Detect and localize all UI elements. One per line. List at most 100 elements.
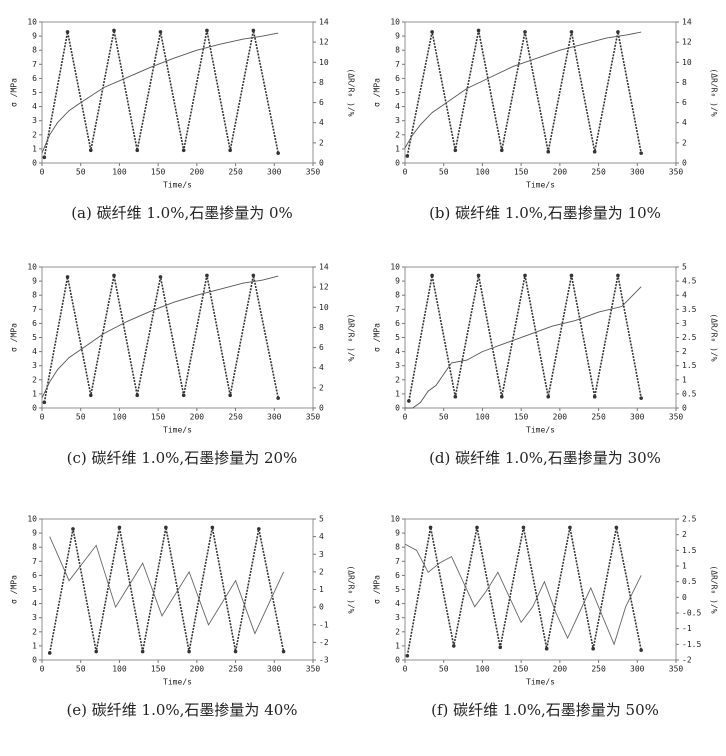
y2-tick-label: 2 xyxy=(319,138,324,147)
y2-tick-label: -0.5 xyxy=(682,609,701,618)
y2-tick-label: 3 xyxy=(682,319,687,328)
x-tick-label: 200 xyxy=(190,665,205,674)
y2-tick-label: 2 xyxy=(682,347,687,356)
y-tick-label: 5 xyxy=(395,88,400,97)
y-tick-label: 3 xyxy=(395,613,400,622)
data-point xyxy=(117,525,122,530)
data-point xyxy=(140,649,145,654)
y-tick-label: 4 xyxy=(395,102,400,111)
data-point xyxy=(453,394,458,399)
y-tick-label: 6 xyxy=(32,74,37,83)
x-tick-label: 0 xyxy=(403,665,408,674)
series-line xyxy=(404,31,642,149)
y-tick-label: 2 xyxy=(395,130,400,139)
y2-tick-label: 10 xyxy=(682,58,692,67)
data-point xyxy=(276,151,280,155)
data-point xyxy=(187,649,191,654)
series-line xyxy=(49,536,285,635)
x-tick-label: 200 xyxy=(553,168,568,177)
x-tick-label: 200 xyxy=(553,413,568,422)
y-tick-label: 7 xyxy=(395,557,400,566)
y2-tick-label: 2 xyxy=(319,567,324,576)
data-point xyxy=(135,393,140,398)
data-point xyxy=(88,148,93,153)
x-tick-label: 100 xyxy=(475,168,490,177)
data-point xyxy=(614,525,619,530)
y2-tick-label: 3.5 xyxy=(682,305,697,314)
y-tick-label: 6 xyxy=(395,319,400,328)
series-line xyxy=(43,30,279,158)
y2-tick-label: 8 xyxy=(682,78,687,87)
series-line xyxy=(405,286,642,409)
data-point xyxy=(453,148,458,153)
x-tick-label: 300 xyxy=(630,168,645,177)
x-tick-label: 300 xyxy=(267,665,282,674)
data-point xyxy=(569,273,574,278)
x-tick-label: 250 xyxy=(591,168,606,177)
plot-frame xyxy=(41,21,314,164)
y2-tick-label: 0.5 xyxy=(682,389,697,398)
x-axis-label: Time/s xyxy=(163,181,192,190)
data-point xyxy=(228,148,232,153)
data-point xyxy=(112,273,116,278)
x-tick-label: 100 xyxy=(112,168,127,177)
data-point xyxy=(94,649,98,654)
y-tick-label: 8 xyxy=(395,46,400,55)
x-axis-label: Time/s xyxy=(163,426,192,435)
y-tick-label: 4 xyxy=(32,102,37,111)
y2-tick-label: 4 xyxy=(319,118,324,127)
y2-axis-label: (ΔR/R₀ )/% xyxy=(347,313,356,361)
data-point xyxy=(158,275,163,279)
y2-tick-label: 0 xyxy=(319,159,324,168)
y-tick-label: 0 xyxy=(32,404,37,413)
y2-tick-label: -3 xyxy=(319,656,329,665)
y-tick-label: 1 xyxy=(395,389,400,398)
series-line xyxy=(41,32,279,154)
x-tick-label: 100 xyxy=(475,413,490,422)
y-tick-label: 1 xyxy=(32,389,37,398)
y-tick-label: 9 xyxy=(32,277,37,286)
series-line xyxy=(43,275,279,403)
y-tick-label: 2 xyxy=(32,130,37,139)
data-point xyxy=(639,648,643,652)
x-tick-label: 0 xyxy=(403,413,408,422)
data-point xyxy=(546,394,551,399)
x-tick-label: 250 xyxy=(591,665,606,674)
x-tick-label: 250 xyxy=(228,413,243,422)
y2-tick-label: 1 xyxy=(319,585,324,594)
y-tick-label: 7 xyxy=(395,60,400,69)
data-point xyxy=(430,30,434,34)
x-tick-label: 50 xyxy=(439,168,449,177)
y-tick-label: 0 xyxy=(395,656,400,665)
data-point xyxy=(251,273,256,278)
y2-tick-label: 1.5 xyxy=(682,361,697,370)
y-tick-label: 6 xyxy=(395,74,400,83)
series-line xyxy=(406,30,642,157)
series-line xyxy=(408,275,642,402)
y2-axis-label: (ΔR/R₀ )/% xyxy=(710,313,719,361)
y2-tick-label: 6 xyxy=(682,98,687,107)
y-tick-label: 1 xyxy=(32,641,37,650)
plot-frame xyxy=(404,266,677,409)
x-tick-label: 250 xyxy=(228,665,243,674)
y-tick-label: 0 xyxy=(395,404,400,413)
y-tick-label: 4 xyxy=(395,347,400,356)
y-axis-label: σ /MPa xyxy=(373,323,382,352)
data-point xyxy=(639,151,643,155)
x-tick-label: 0 xyxy=(40,665,45,674)
y-tick-label: 9 xyxy=(32,529,37,538)
y2-tick-label: 4.5 xyxy=(682,277,697,286)
y2-tick-label: 1 xyxy=(682,375,687,384)
y2-tick-label: 2 xyxy=(682,530,687,539)
y-tick-label: 10 xyxy=(27,18,37,27)
y-tick-label: 4 xyxy=(32,599,37,608)
y-tick-label: 5 xyxy=(395,333,400,342)
y-tick-label: 0 xyxy=(32,159,37,168)
y2-tick-label: 0 xyxy=(682,593,687,602)
y-tick-label: 10 xyxy=(27,515,37,524)
caption: (b) 碳纤维 1.0%,石墨掺量为 10% xyxy=(429,204,661,222)
y2-tick-label: -1 xyxy=(682,624,692,633)
y2-tick-label: 2 xyxy=(319,383,324,392)
y-tick-label: 7 xyxy=(32,557,37,566)
y-tick-label: 9 xyxy=(395,529,400,538)
